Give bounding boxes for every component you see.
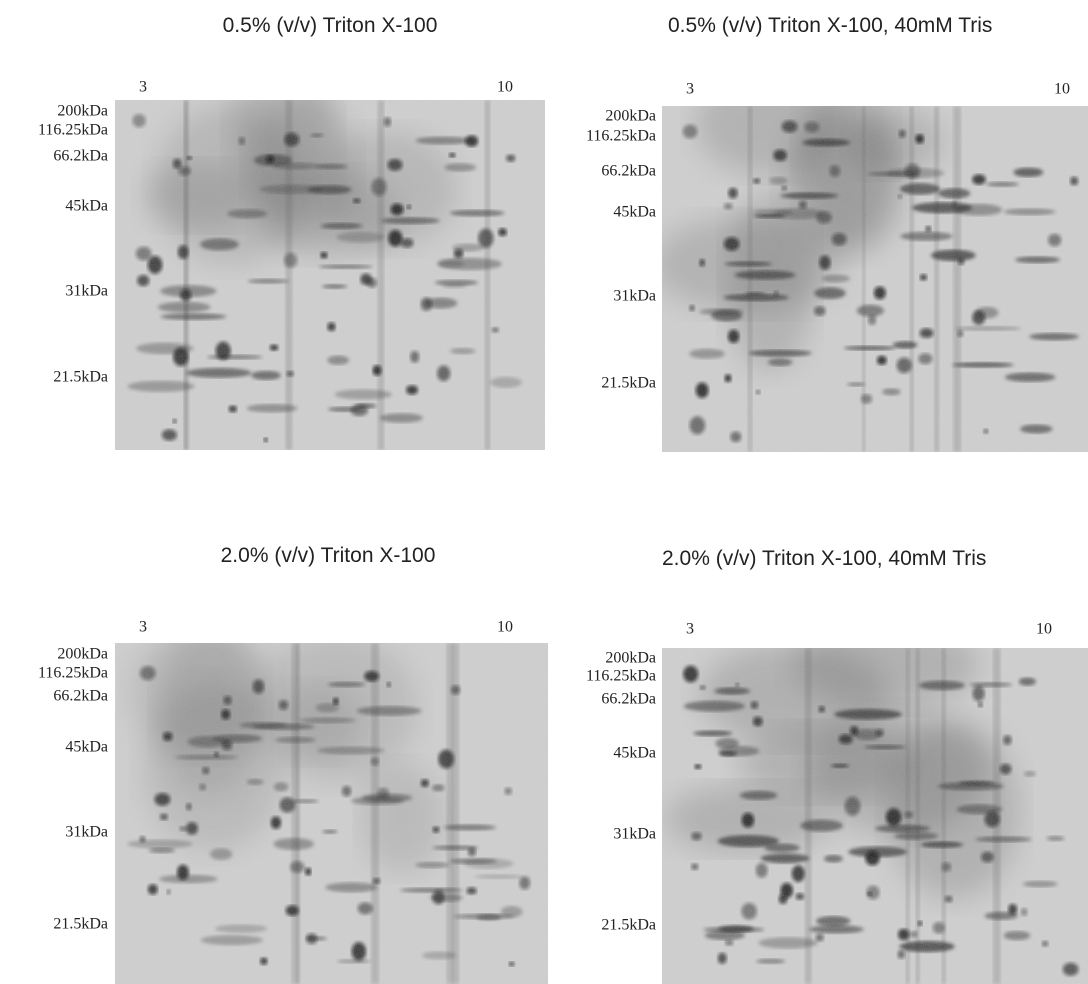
gel-panel: 2.0% (v/v) Triton X-100, 40mM Tris 3 10 200… [586, 547, 1088, 984]
mw-marker-label: 66.2kDa [53, 148, 108, 165]
gel-image [115, 100, 545, 450]
mw-marker-label: 31kDa [65, 824, 108, 841]
mw-marker-label: 116.25kDa [586, 128, 656, 145]
mw-marker-label: 200kDa [605, 108, 656, 125]
mw-marker-label: 200kDa [57, 103, 108, 120]
mw-marker-label: 66.2kDa [53, 688, 108, 705]
mw-marker-label: 45kDa [613, 204, 656, 221]
panel-title: 0.5% (v/v) Triton X-100 [223, 14, 438, 37]
gel-panel: 2.0% (v/v) Triton X-100 3 10 200kDa 116.25kD… [38, 544, 548, 984]
ph-low-label: 3 [686, 81, 694, 98]
gel-image [662, 648, 1088, 984]
mw-marker-label: 116.25kDa [38, 122, 108, 139]
mw-marker-label: 45kDa [65, 198, 108, 215]
mw-marker-label: 66.2kDa [601, 691, 656, 708]
mw-marker-label: 21.5kDa [601, 917, 656, 934]
gel-panel: 0.5% (v/v) Triton X-100 3 10 200kDa 116.25kD… [38, 14, 545, 450]
gel-grain [115, 100, 545, 450]
gel-grain [662, 106, 1088, 452]
mw-marker-label: 45kDa [65, 739, 108, 756]
mw-marker-label: 31kDa [613, 826, 656, 843]
gel-grain [115, 643, 548, 984]
mw-marker-label: 21.5kDa [53, 916, 108, 933]
mw-marker-label: 116.25kDa [586, 668, 656, 685]
gel-grain [662, 648, 1088, 984]
mw-marker-label: 200kDa [57, 646, 108, 663]
mw-marker-label: 31kDa [65, 283, 108, 300]
mw-marker-label: 21.5kDa [53, 369, 108, 386]
mw-marker-label: 200kDa [605, 650, 656, 667]
ph-low-label: 3 [139, 79, 147, 96]
panel-title: 0.5% (v/v) Triton X-100, 40mM Tris [668, 14, 992, 37]
mw-marker-label: 116.25kDa [38, 665, 108, 682]
mw-marker-label: 21.5kDa [601, 375, 656, 392]
ph-high-label: 10 [497, 619, 513, 636]
ph-low-label: 3 [139, 619, 147, 636]
ph-high-label: 10 [1036, 621, 1052, 638]
gel-image [115, 643, 548, 984]
panel-title: 2.0% (v/v) Triton X-100, 40mM Tris [662, 547, 986, 570]
mw-marker-label: 66.2kDa [601, 163, 656, 180]
panel-title: 2.0% (v/v) Triton X-100 [221, 544, 436, 567]
gel-panel: 0.5% (v/v) Triton X-100, 40mM Tris 3 10 200… [586, 14, 1088, 452]
gel-image [662, 106, 1088, 452]
ph-high-label: 10 [1054, 81, 1070, 98]
mw-marker-label: 45kDa [613, 745, 656, 762]
mw-marker-label: 31kDa [613, 288, 656, 305]
ph-high-label: 10 [497, 79, 513, 96]
ph-low-label: 3 [686, 621, 694, 638]
